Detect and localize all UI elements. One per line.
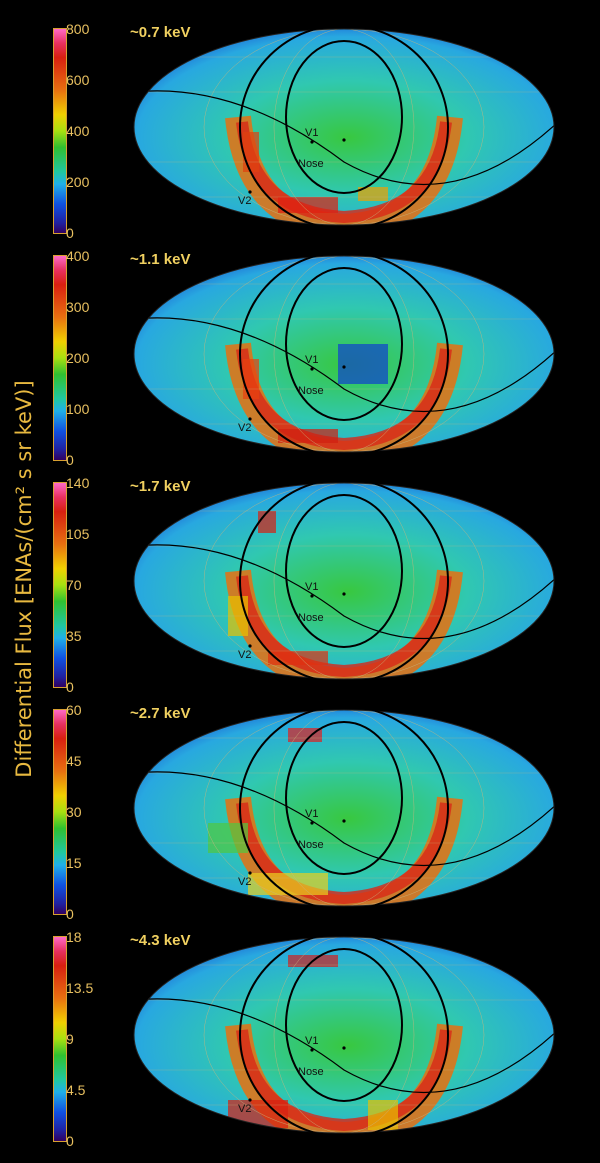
- colorbar-tick-label: 140: [66, 475, 90, 491]
- colorbar-tick-label: 800: [66, 21, 90, 37]
- colorbar: [53, 28, 67, 234]
- colorbar-tick-label: 0: [66, 452, 74, 468]
- colorbar-tick-label: 400: [66, 248, 90, 264]
- colorbar-tick-label: 105: [66, 526, 90, 542]
- nose-label: Nose: [298, 612, 324, 624]
- colorbar-tick-label: 4.5: [66, 1082, 86, 1098]
- all-sky-map: V1 V2 Nose: [133, 24, 555, 230]
- nose-label: Nose: [298, 158, 324, 170]
- colorbar-tick-label: 35: [66, 628, 82, 644]
- energy-label: ~1.7 keV: [130, 478, 191, 495]
- colorbar-tick-label: 600: [66, 72, 90, 88]
- energy-label: ~2.7 keV: [130, 705, 191, 722]
- flux-panel-2: 400 300 200 100 0 ~1.1 keV V1 V2 Nose: [0, 237, 600, 467]
- energy-label: ~0.7 keV: [130, 24, 191, 41]
- voyager1-label: V1: [305, 581, 318, 593]
- energy-label: ~1.1 keV: [130, 251, 191, 268]
- colorbar-tick-label: 0: [66, 906, 74, 922]
- voyager1-label: V1: [305, 808, 318, 820]
- voyager2-label: V2: [238, 876, 251, 888]
- colorbar-tick-label: 45: [66, 753, 82, 769]
- flux-panel-4: 60 45 30 15 0 ~2.7 keV V1 V2 Nose: [0, 691, 600, 921]
- colorbar-tick-label: 200: [66, 174, 90, 190]
- colorbar-tick-label: 30: [66, 804, 82, 820]
- colorbar: [53, 936, 67, 1142]
- colorbar-tick-label: 70: [66, 577, 82, 593]
- colorbar-tick-label: 100: [66, 401, 90, 417]
- flux-panel-3: 140 105 70 35 0 ~1.7 keV V1 V2 Nose: [0, 464, 600, 694]
- colorbar: [53, 255, 67, 461]
- flux-panel-1: 800 600 400 200 0 ~0.7 keV V1 V2 Nose: [0, 10, 600, 240]
- all-sky-map: V1 V2 Nose: [133, 932, 555, 1138]
- colorbar-tick-label: 200: [66, 350, 90, 366]
- nose-label: Nose: [298, 839, 324, 851]
- nose-label: Nose: [298, 1066, 324, 1078]
- all-sky-map: V1 V2 Nose: [133, 251, 555, 457]
- all-sky-map: V1 V2 Nose: [133, 478, 555, 684]
- colorbar-tick-label: 13.5: [66, 980, 94, 996]
- colorbar-tick-label: 15: [66, 855, 82, 871]
- voyager2-label: V2: [238, 422, 251, 434]
- voyager2-label: V2: [238, 649, 251, 661]
- voyager1-label: V1: [305, 354, 318, 366]
- colorbar: [53, 482, 67, 688]
- colorbar-tick-label: 9: [66, 1031, 74, 1047]
- energy-label: ~4.3 keV: [130, 932, 191, 949]
- nose-label: Nose: [298, 385, 324, 397]
- colorbar-tick-label: 0: [66, 225, 74, 241]
- voyager2-label: V2: [238, 195, 251, 207]
- colorbar-tick-label: 18: [66, 929, 82, 945]
- all-sky-map: V1 V2 Nose: [133, 705, 555, 911]
- colorbar-tick-label: 400: [66, 123, 90, 139]
- colorbar-tick-label: 300: [66, 299, 90, 315]
- colorbar-tick-label: 0: [66, 679, 74, 695]
- colorbar-tick-label: 60: [66, 702, 82, 718]
- voyager1-label: V1: [305, 1035, 318, 1047]
- voyager2-label: V2: [238, 1103, 251, 1115]
- colorbar-tick-label: 0: [66, 1133, 74, 1149]
- flux-panel-5: 18 13.5 9 4.5 0 ~4.3 keV V1 V2 Nose: [0, 918, 600, 1148]
- voyager1-label: V1: [305, 127, 318, 139]
- colorbar: [53, 709, 67, 915]
